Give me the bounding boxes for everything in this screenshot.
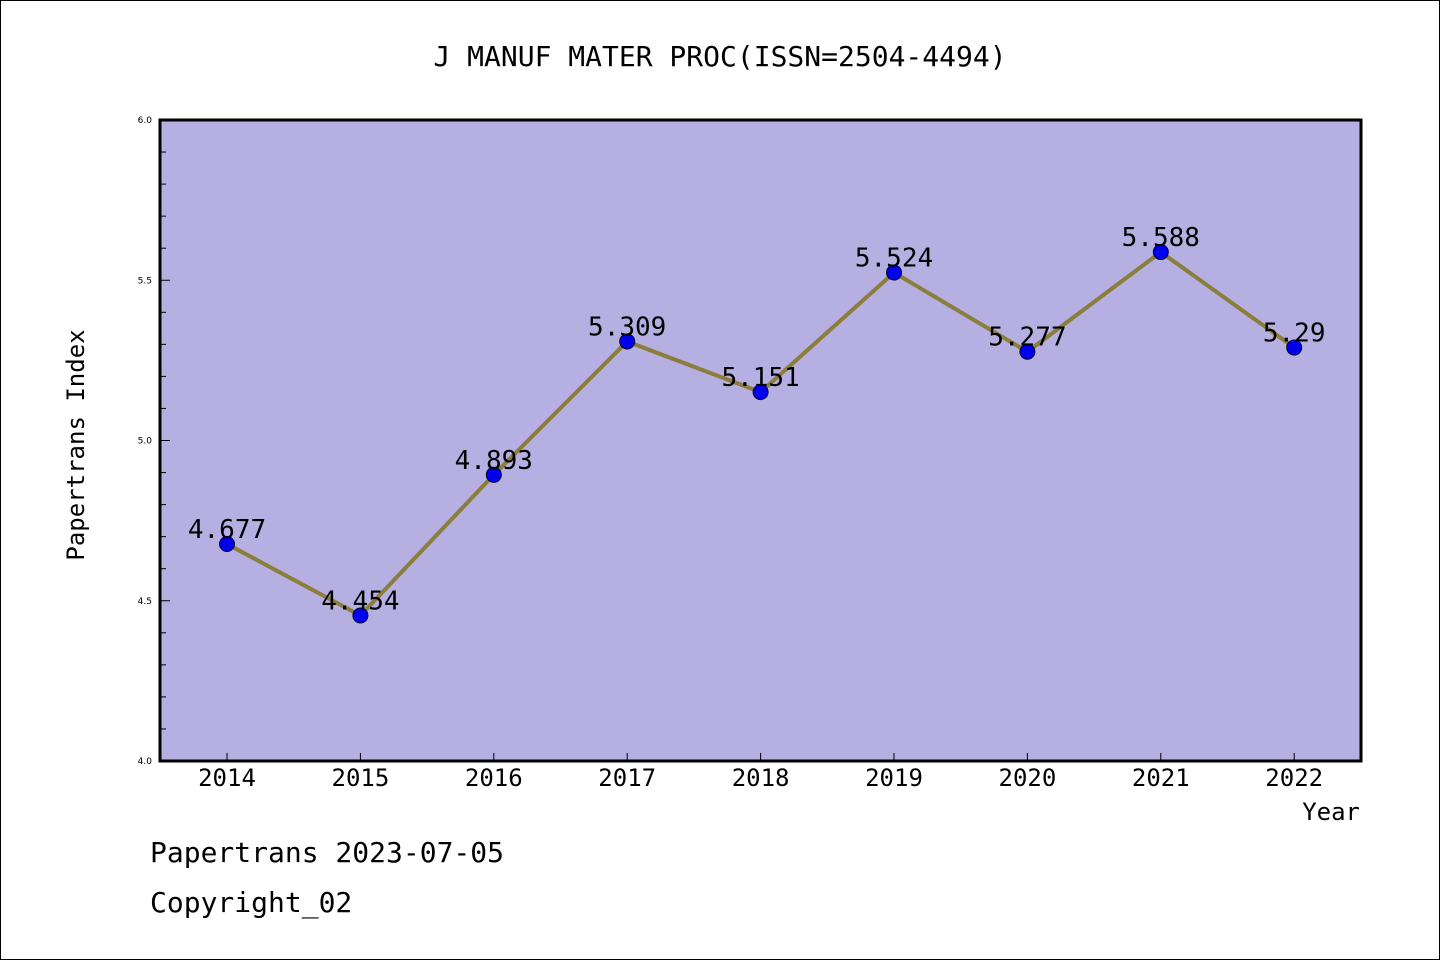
footer-date: Papertrans 2023-07-05 [150, 836, 505, 869]
data-label-2014: 4.677 [188, 515, 266, 545]
y-tick-label: 5.0 [138, 437, 153, 447]
x-tick-label: 2020 [999, 764, 1057, 792]
data-label-2015: 4.454 [321, 586, 399, 616]
x-tick-label: 2018 [732, 764, 790, 792]
y-axis-label: Papertrans Index [62, 329, 90, 560]
data-label-2022: 5.29 [1263, 319, 1326, 349]
data-label-2017: 5.309 [588, 312, 666, 342]
data-point-2017 [619, 333, 636, 350]
y-tick-label: 5.5 [138, 276, 152, 286]
y-tick-labels: 4.0 4.5 5.0 5.5 6.0 [138, 116, 153, 767]
data-label-2018: 5.151 [721, 363, 799, 393]
data-point-2020 [1019, 343, 1036, 360]
data-point-2016 [485, 466, 502, 483]
data-label-2021: 5.588 [1122, 223, 1200, 253]
x-tick-label: 2019 [865, 764, 923, 792]
data-label-2020: 5.277 [988, 323, 1066, 353]
data-point-2019 [886, 264, 902, 281]
x-axis-label: Year [1302, 798, 1360, 826]
x-tick-label: 2017 [598, 764, 656, 792]
x-tick-label: 2022 [1265, 764, 1323, 792]
x-tick-label: 2014 [198, 764, 256, 792]
axis-ticks [160, 119, 1295, 762]
data-point-2015 [352, 607, 369, 624]
plot-area [158, 118, 1363, 763]
y-tick-label: 4.0 [138, 757, 153, 767]
chart-title: J MANUF MATER PROC(ISSN=2504-4494) [433, 40, 1006, 73]
x-tick-label: 2016 [465, 764, 523, 792]
data-markers [219, 244, 1303, 624]
x-tick-labels: 2014 2015 2016 2017 2018 2019 2020 2021 2022 [198, 764, 1323, 792]
y-tick-label: 6.0 [138, 116, 153, 126]
x-tick-label: 2015 [332, 764, 390, 792]
y-tick-label: 4.5 [138, 597, 152, 607]
footer-copyright: Copyright_02 [150, 886, 353, 919]
data-label-2016: 4.893 [455, 446, 533, 476]
x-tick-label: 2021 [1132, 764, 1190, 792]
data-label-2019: 5.524 [855, 244, 933, 274]
data-point-2014 [219, 536, 235, 553]
data-point-2021 [1152, 244, 1169, 261]
data-point-2022 [1286, 339, 1303, 356]
data-labels: 4.677 4.454 4.893 5.309 5.151 5.524 5.277 5.588… [188, 223, 1326, 616]
data-point-2018 [752, 384, 769, 401]
